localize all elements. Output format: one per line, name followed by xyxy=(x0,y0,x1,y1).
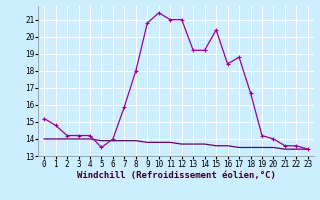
X-axis label: Windchill (Refroidissement éolien,°C): Windchill (Refroidissement éolien,°C) xyxy=(76,171,276,180)
